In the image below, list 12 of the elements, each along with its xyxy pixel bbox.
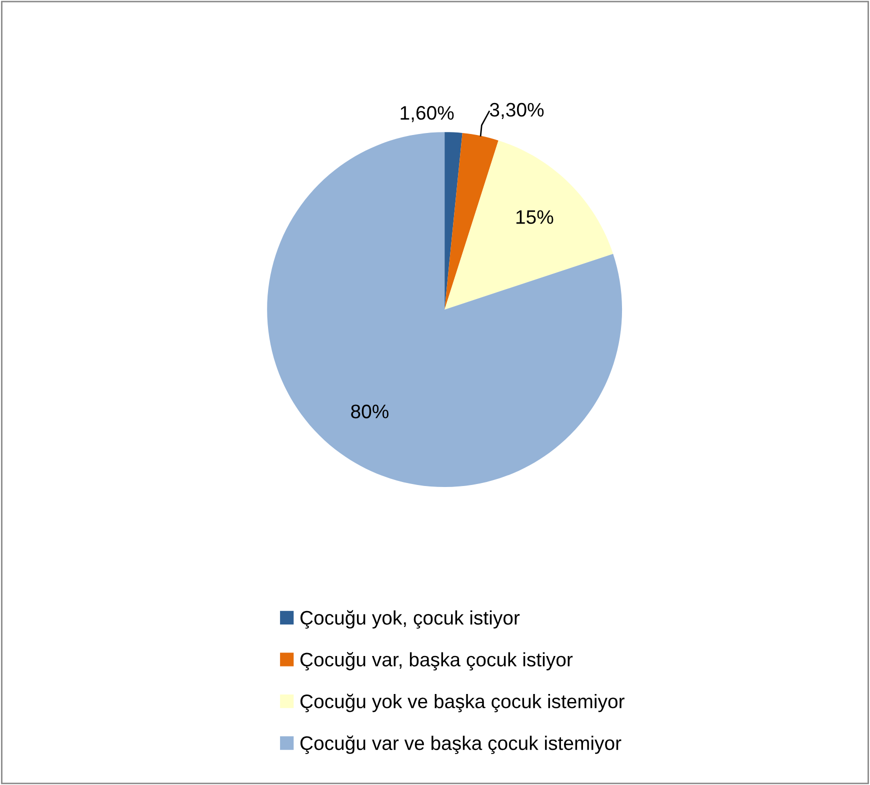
pie-slice [444,132,498,310]
legend-label: Çocuğu var, başka çocuk istiyor [300,652,573,670]
data-label: 15% [516,210,554,224]
data-label: 80% [351,404,388,418]
data-label: 3,30% [490,102,544,119]
pie-slice [444,132,462,310]
legend-label: Çocuğu yok ve başka çocuk istemiyor [300,694,624,712]
legend-label: Çocuğu var ve başka çocuk istemiyor [300,736,622,754]
pie-slice [444,140,614,310]
pie-slice [267,132,622,488]
legend-label: Çocuğu yok, çocuk istiyor [300,610,520,629]
data-label: 1,60% [400,106,454,122]
